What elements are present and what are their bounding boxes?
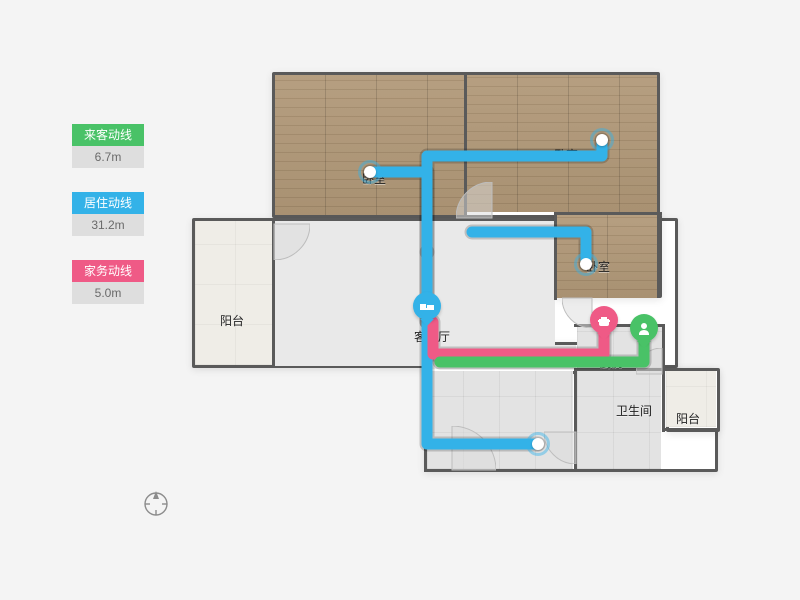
floor-plan: 卧室卧室卧室阳台客餐厅厨房卫生间阳台 (192, 72, 732, 492)
legend-value: 5.0m (72, 282, 144, 304)
pin-pink (590, 306, 618, 334)
legend-label: 居住动线 (72, 192, 144, 214)
legend-label: 来客动线 (72, 124, 144, 146)
legend-label: 家务动线 (72, 260, 144, 282)
flow-endpoint (364, 166, 376, 178)
flow-lines (192, 72, 732, 492)
flow-endpoint (580, 258, 592, 270)
legend: 来客动线6.7m 居住动线31.2m 家务动线5.0m (72, 124, 144, 328)
compass (142, 490, 170, 518)
legend-value: 31.2m (72, 214, 144, 236)
pin-blue (413, 292, 441, 320)
legend-item-live: 居住动线31.2m (72, 192, 144, 236)
flow-chore (433, 322, 604, 354)
legend-item-chore: 家务动线5.0m (72, 260, 144, 304)
flow-live (472, 232, 586, 264)
flow-endpoint (596, 134, 608, 146)
legend-item-guest: 来客动线6.7m (72, 124, 144, 168)
pin-green (630, 314, 658, 342)
flow-live (427, 322, 538, 444)
legend-value: 6.7m (72, 146, 144, 168)
flow-endpoint (532, 438, 544, 450)
